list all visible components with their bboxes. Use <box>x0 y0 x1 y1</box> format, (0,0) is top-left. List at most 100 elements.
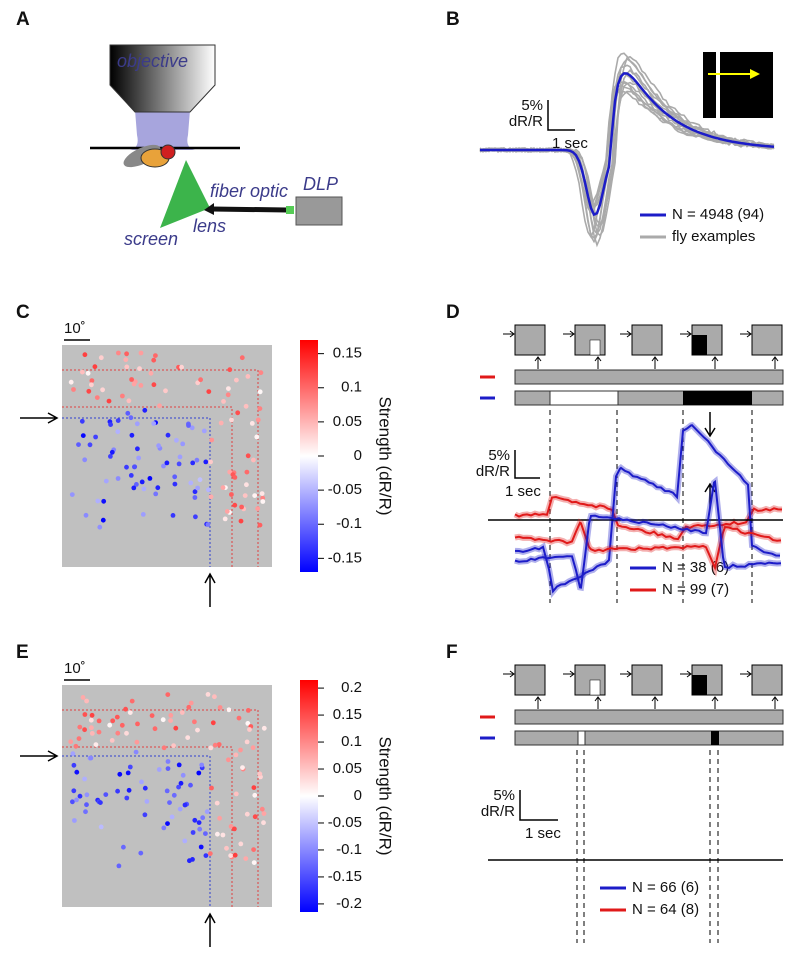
roi-dot <box>125 410 131 416</box>
roi-dot <box>83 512 89 518</box>
scale-label: 5% <box>488 447 510 464</box>
roi-dot <box>261 820 266 826</box>
roi-dot <box>135 446 140 452</box>
roi-dot <box>172 481 178 487</box>
roi-dot <box>245 708 251 713</box>
roi-dot <box>229 417 234 423</box>
scale-label: dR/R <box>476 463 510 480</box>
stim-bar-black <box>711 731 719 745</box>
roi-dot <box>153 353 158 358</box>
roi-dot <box>164 460 170 466</box>
roi-dot <box>222 516 228 522</box>
roi-dot <box>98 800 103 805</box>
colorbar-title: Strength (dR/R) <box>376 396 395 515</box>
colorbar <box>300 340 318 572</box>
roi-dot <box>142 812 148 818</box>
icon-arrow <box>503 330 515 338</box>
icon-arrow <box>680 670 692 678</box>
roi-dot <box>89 382 94 388</box>
roi-dot <box>189 425 195 431</box>
roi-dot <box>135 721 140 727</box>
roi-dot <box>217 815 223 821</box>
roi-dot <box>148 370 154 376</box>
roi-dot <box>239 355 245 361</box>
stim-patch <box>589 339 601 356</box>
roi-dot <box>190 460 196 466</box>
roi-dot <box>71 762 77 768</box>
roi-dot <box>124 795 130 801</box>
roi-dot <box>174 437 179 443</box>
roi-dot <box>156 767 162 772</box>
roi-dot <box>233 752 239 758</box>
roi-dot <box>115 429 121 435</box>
roi-dot <box>242 493 248 498</box>
roi-dot <box>251 785 257 790</box>
stim-bar <box>514 709 784 725</box>
icon-arrow <box>771 696 779 709</box>
roi-dot <box>203 853 209 858</box>
roi-dot <box>161 463 166 469</box>
roi-dot <box>155 485 161 491</box>
roi-dot <box>232 852 238 858</box>
roi-dot <box>227 367 233 373</box>
arrow <box>20 750 59 762</box>
stim-bar <box>514 730 784 746</box>
roi-dot <box>216 742 222 747</box>
arrow <box>20 412 59 424</box>
roi-dot <box>115 476 121 481</box>
roi-dot <box>259 491 265 496</box>
roi-dot <box>182 838 188 844</box>
roi-dot <box>167 800 172 805</box>
arrow <box>704 412 716 438</box>
roi-dot <box>123 706 128 712</box>
stim-icon <box>631 664 663 696</box>
roi-dot <box>249 421 255 426</box>
roi-dot <box>239 504 245 510</box>
panel-label: B <box>446 9 460 30</box>
icon-arrow <box>711 696 719 709</box>
roi-dot <box>123 357 129 363</box>
roi-dot <box>96 729 102 735</box>
trace <box>514 424 781 594</box>
roi-dot <box>236 715 242 721</box>
roi-dot <box>85 370 91 376</box>
roi-dot <box>192 495 198 500</box>
roi-dot <box>71 387 76 392</box>
roi-dot <box>161 745 167 751</box>
roi-dot <box>226 707 232 713</box>
roi-dot <box>100 517 106 523</box>
colorbar <box>300 680 318 912</box>
stim-icon <box>514 664 546 696</box>
roi-dot <box>129 698 135 704</box>
scale-label: 1 sec <box>505 483 541 500</box>
roi-dot <box>255 506 261 511</box>
stim-patch <box>692 335 707 355</box>
icon-arrow <box>594 696 602 709</box>
dlp-box <box>295 196 343 226</box>
trace <box>514 521 782 571</box>
roi-dot <box>208 494 214 500</box>
fly-eye <box>160 144 176 160</box>
roi-dot <box>192 489 198 495</box>
stim-icon <box>631 324 663 356</box>
label: fiber optic <box>210 181 288 201</box>
roi-dot <box>238 747 243 753</box>
roi-dot <box>142 407 148 413</box>
roi-dot <box>156 443 162 449</box>
roi-dot <box>206 487 211 493</box>
roi-dot <box>201 428 207 434</box>
roi-dot <box>124 351 129 357</box>
roi-dot <box>205 522 211 527</box>
roi-dot <box>243 403 249 409</box>
roi-dot <box>257 406 263 411</box>
roi-dot <box>92 364 98 370</box>
icon-arrow <box>740 670 752 678</box>
icon-arrow <box>563 670 575 678</box>
roi-dot <box>125 770 131 776</box>
roi-dot <box>114 714 120 720</box>
icon-arrow <box>563 330 575 338</box>
roi-dot <box>137 366 142 371</box>
roi-dot <box>71 788 77 794</box>
roi-dot <box>115 788 120 794</box>
roi-dot <box>208 745 214 751</box>
